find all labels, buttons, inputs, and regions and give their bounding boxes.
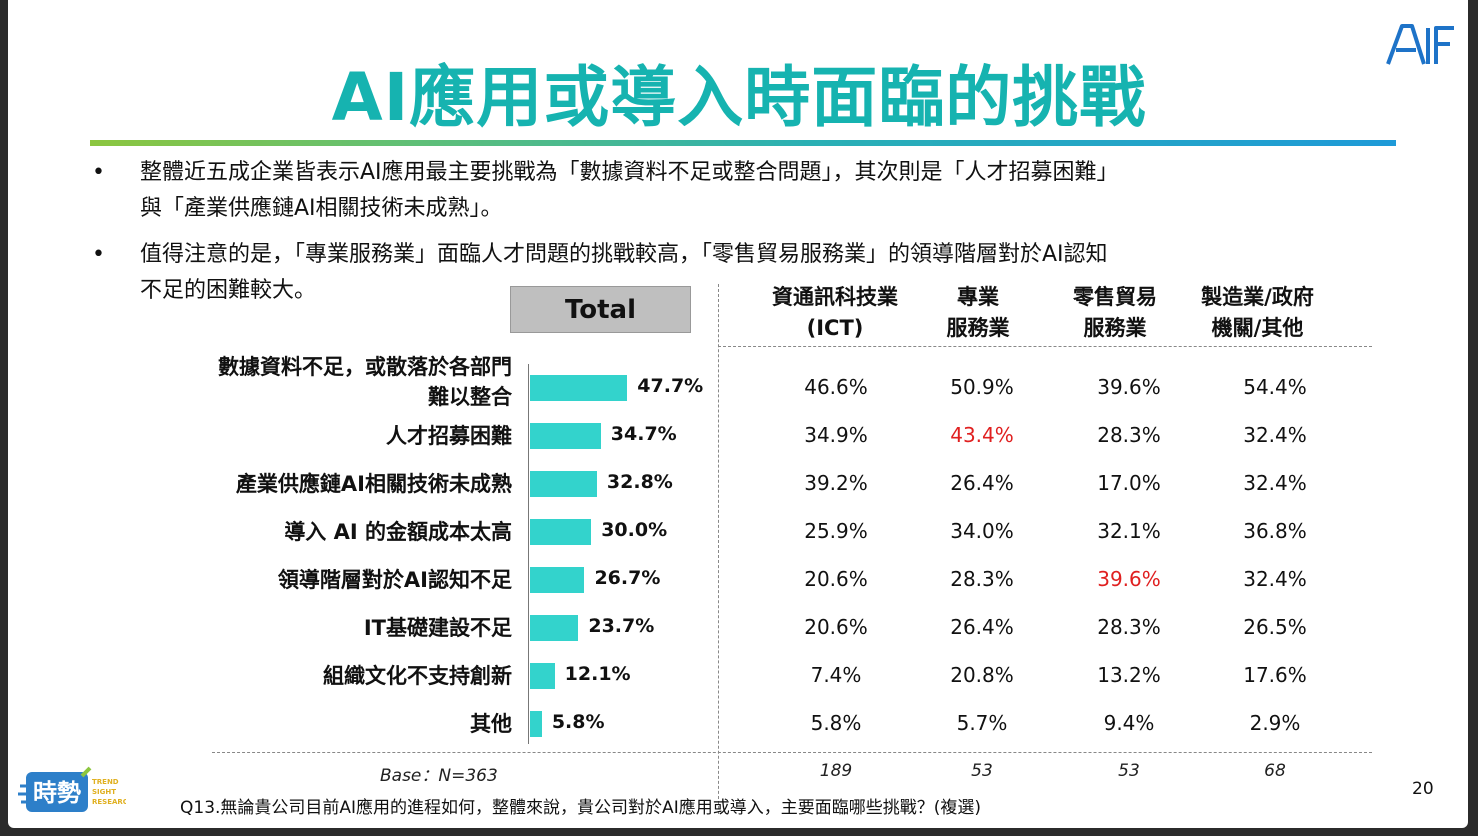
row-label: 其他 [470, 712, 512, 736]
row-label: 人才招募困難 [386, 424, 512, 448]
column-header-manufacturing: 製造業/政府 機關/其他 [1185, 282, 1330, 344]
table-cell: 36.8% [1243, 519, 1307, 543]
row-label-line-1: 數據資料不足，或散落於各部門 [218, 355, 512, 379]
column-header-line: 服務業 [1083, 316, 1147, 340]
trend-logo-text: 時勢 [33, 779, 81, 807]
bar-value-label: 47.7% [637, 375, 704, 397]
chart-axis [528, 364, 529, 744]
bullet-1-line-1: 整體近五成企業皆表示AI應用最主要挑戰為「數據資料不足或整合問題」，其次則是「人… [140, 160, 1119, 185]
table-cell: 20.8% [950, 663, 1014, 687]
slide [8, 0, 1468, 828]
table-cell: 17.0% [1097, 471, 1161, 495]
column-header-professional: 專業 服務業 [918, 282, 1038, 344]
bar-value-label: 5.8% [551, 711, 605, 733]
trend-sight-logo: 時勢 TREND SIGHT RESEARCH [18, 766, 126, 812]
header-divider [718, 346, 1372, 347]
table-cell: 39.6% [1097, 375, 1161, 399]
footnote: Q13.無論貴公司目前AI應用的進程如何，整體來說，貴公司對於AI應用或導入，主… [180, 798, 981, 818]
base-label: Base：N=363 [380, 766, 498, 786]
base-value-professional: 53 [971, 761, 993, 781]
bar [530, 471, 597, 497]
table-cell: 26.4% [950, 615, 1014, 639]
trend-logo-en-3: RESEARCH [92, 798, 126, 806]
column-divider [718, 284, 719, 814]
table-cell: 39.6% [1097, 567, 1161, 591]
table-cell: 9.4% [1103, 711, 1155, 735]
row-label: IT基礎建設不足 [363, 616, 512, 640]
table-cell: 7.4% [810, 663, 862, 687]
column-header-line: 服務業 [946, 316, 1010, 340]
table-cell: 34.9% [804, 423, 868, 447]
table-cell: 43.4% [950, 423, 1014, 447]
table-cell: 50.9% [950, 375, 1014, 399]
bar-value-label: 30.0% [601, 519, 668, 541]
bullet-dot: • [92, 242, 105, 267]
bar [530, 663, 555, 689]
column-header-ict: 資通訊科技業 (ICT) [760, 282, 910, 344]
column-header-line: 製造業/政府 [1201, 285, 1314, 309]
row-label: 導入 AI 的金額成本太高 [284, 520, 512, 544]
table-cell: 46.6% [804, 375, 868, 399]
table-cell: 20.6% [804, 567, 868, 591]
row-label: 產業供應鏈AI相關技術未成熟 [235, 472, 512, 496]
column-header-line: 零售貿易 [1073, 285, 1157, 309]
trend-logo-en-1: TREND [92, 778, 119, 786]
row-label: 組織文化不支持創新 [323, 664, 512, 688]
base-value-retail: 53 [1118, 761, 1140, 781]
table-cell: 32.4% [1243, 471, 1307, 495]
bar [530, 519, 592, 545]
table-cell: 34.0% [950, 519, 1014, 543]
page-title: AI應用或導入時面臨的挑戰 [331, 59, 1147, 136]
title-underline [90, 140, 1396, 146]
bullet-dot: • [92, 160, 105, 185]
column-header-line: 專業 [957, 285, 999, 309]
table-cell: 28.3% [1097, 423, 1161, 447]
table-cell: 32.4% [1243, 567, 1307, 591]
aiif-logo [1386, 24, 1454, 65]
column-header-line: 資通訊科技業 [772, 285, 898, 309]
table-cell: 5.8% [810, 711, 862, 735]
table-cell: 26.4% [950, 471, 1014, 495]
base-value-ict: 189 [819, 761, 853, 781]
table-cell: 28.3% [950, 567, 1014, 591]
row-label: 數據資料不足，或散落於各部門難以整合 [218, 352, 512, 412]
page-number: 20 [1412, 779, 1434, 799]
table-cell: 26.5% [1243, 615, 1307, 639]
bar [530, 711, 542, 737]
column-header-line: (ICT) [806, 316, 864, 340]
column-header-line: 機關/其他 [1211, 316, 1304, 340]
bar-value-label: 26.7% [594, 567, 661, 589]
base-value-manufacturing: 68 [1264, 761, 1286, 781]
bar-value-label: 32.8% [606, 471, 673, 493]
table-cell: 5.7% [956, 711, 1008, 735]
bar [530, 423, 601, 449]
base-divider [212, 752, 1372, 753]
table-cell: 32.1% [1097, 519, 1161, 543]
bar [530, 567, 585, 593]
table-cell: 32.4% [1243, 423, 1307, 447]
bar-value-label: 34.7% [610, 423, 677, 445]
bar [530, 375, 628, 401]
table-cell: 13.2% [1097, 663, 1161, 687]
total-header: Total [510, 286, 691, 333]
table-cell: 54.4% [1243, 375, 1307, 399]
trend-logo-en-2: SIGHT [92, 788, 116, 796]
row-label-line-2: 難以整合 [428, 385, 512, 409]
column-header-retail: 零售貿易 服務業 [1055, 282, 1175, 344]
table-cell: 39.2% [804, 471, 868, 495]
table-cell: 2.9% [1249, 711, 1301, 735]
table-cell: 28.3% [1097, 615, 1161, 639]
bullet-2-line-1: 值得注意的是，「專業服務業」面臨人才問題的挑戰較高，「零售貿易服務業」的領導階層… [140, 242, 1108, 267]
bullet-2-line-2: 不足的困難較大。 [140, 278, 317, 303]
table-cell: 20.6% [804, 615, 868, 639]
bullet-1-line-2: 與「產業供應鏈AI相關技術未成熟」。 [140, 196, 503, 221]
bar-value-label: 23.7% [588, 615, 655, 637]
table-cell: 25.9% [804, 519, 868, 543]
row-label: 領導階層對於AI認知不足 [277, 568, 512, 592]
table-cell: 17.6% [1243, 663, 1307, 687]
bar-value-label: 12.1% [564, 663, 631, 685]
bar [530, 615, 579, 641]
